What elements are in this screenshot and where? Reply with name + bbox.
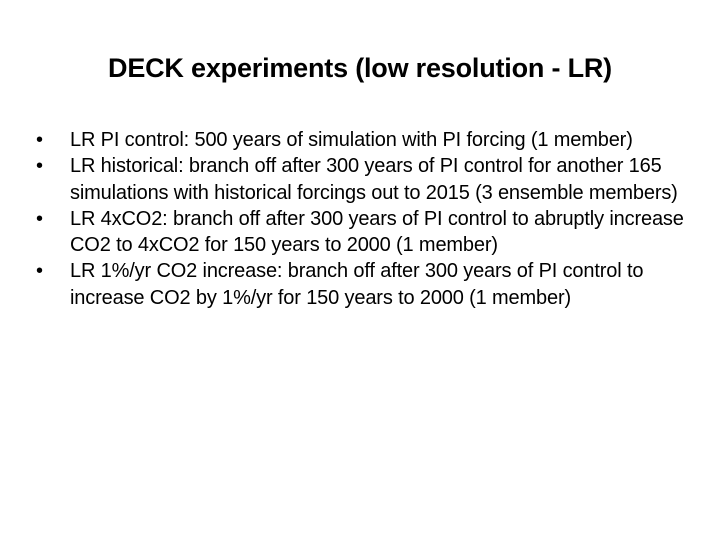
- slide-title: DECK experiments (low resolution - LR): [108, 53, 612, 83]
- bullet-text: LR 1%/yr CO2 increase: branch off after …: [70, 260, 644, 309]
- bullet-item-pi-control: • LR PI control: 500 years of simulation…: [36, 127, 696, 153]
- bullet-icon: •: [36, 155, 43, 178]
- bullet-text: LR PI control: 500 years of simulation w…: [70, 129, 633, 151]
- bullet-icon: •: [36, 260, 43, 283]
- bullet-text: LR 4xCO2: branch off after 300 years of …: [70, 207, 684, 257]
- bullet-list: • LR PI control: 500 years of simulation…: [36, 127, 696, 311]
- bullet-item-historical: • LR historical: branch off after 300 ye…: [36, 153, 696, 206]
- bullet-item-4xco2: • LR 4xCO2: branch off after 300 years o…: [36, 206, 696, 259]
- bullet-icon: •: [36, 207, 43, 230]
- bullet-item-1pct-co2: • LR 1%/yr CO2 increase: branch off afte…: [36, 258, 696, 311]
- bullet-icon: •: [36, 129, 43, 151]
- bullet-text: LR historical: branch off after 300 year…: [70, 155, 678, 204]
